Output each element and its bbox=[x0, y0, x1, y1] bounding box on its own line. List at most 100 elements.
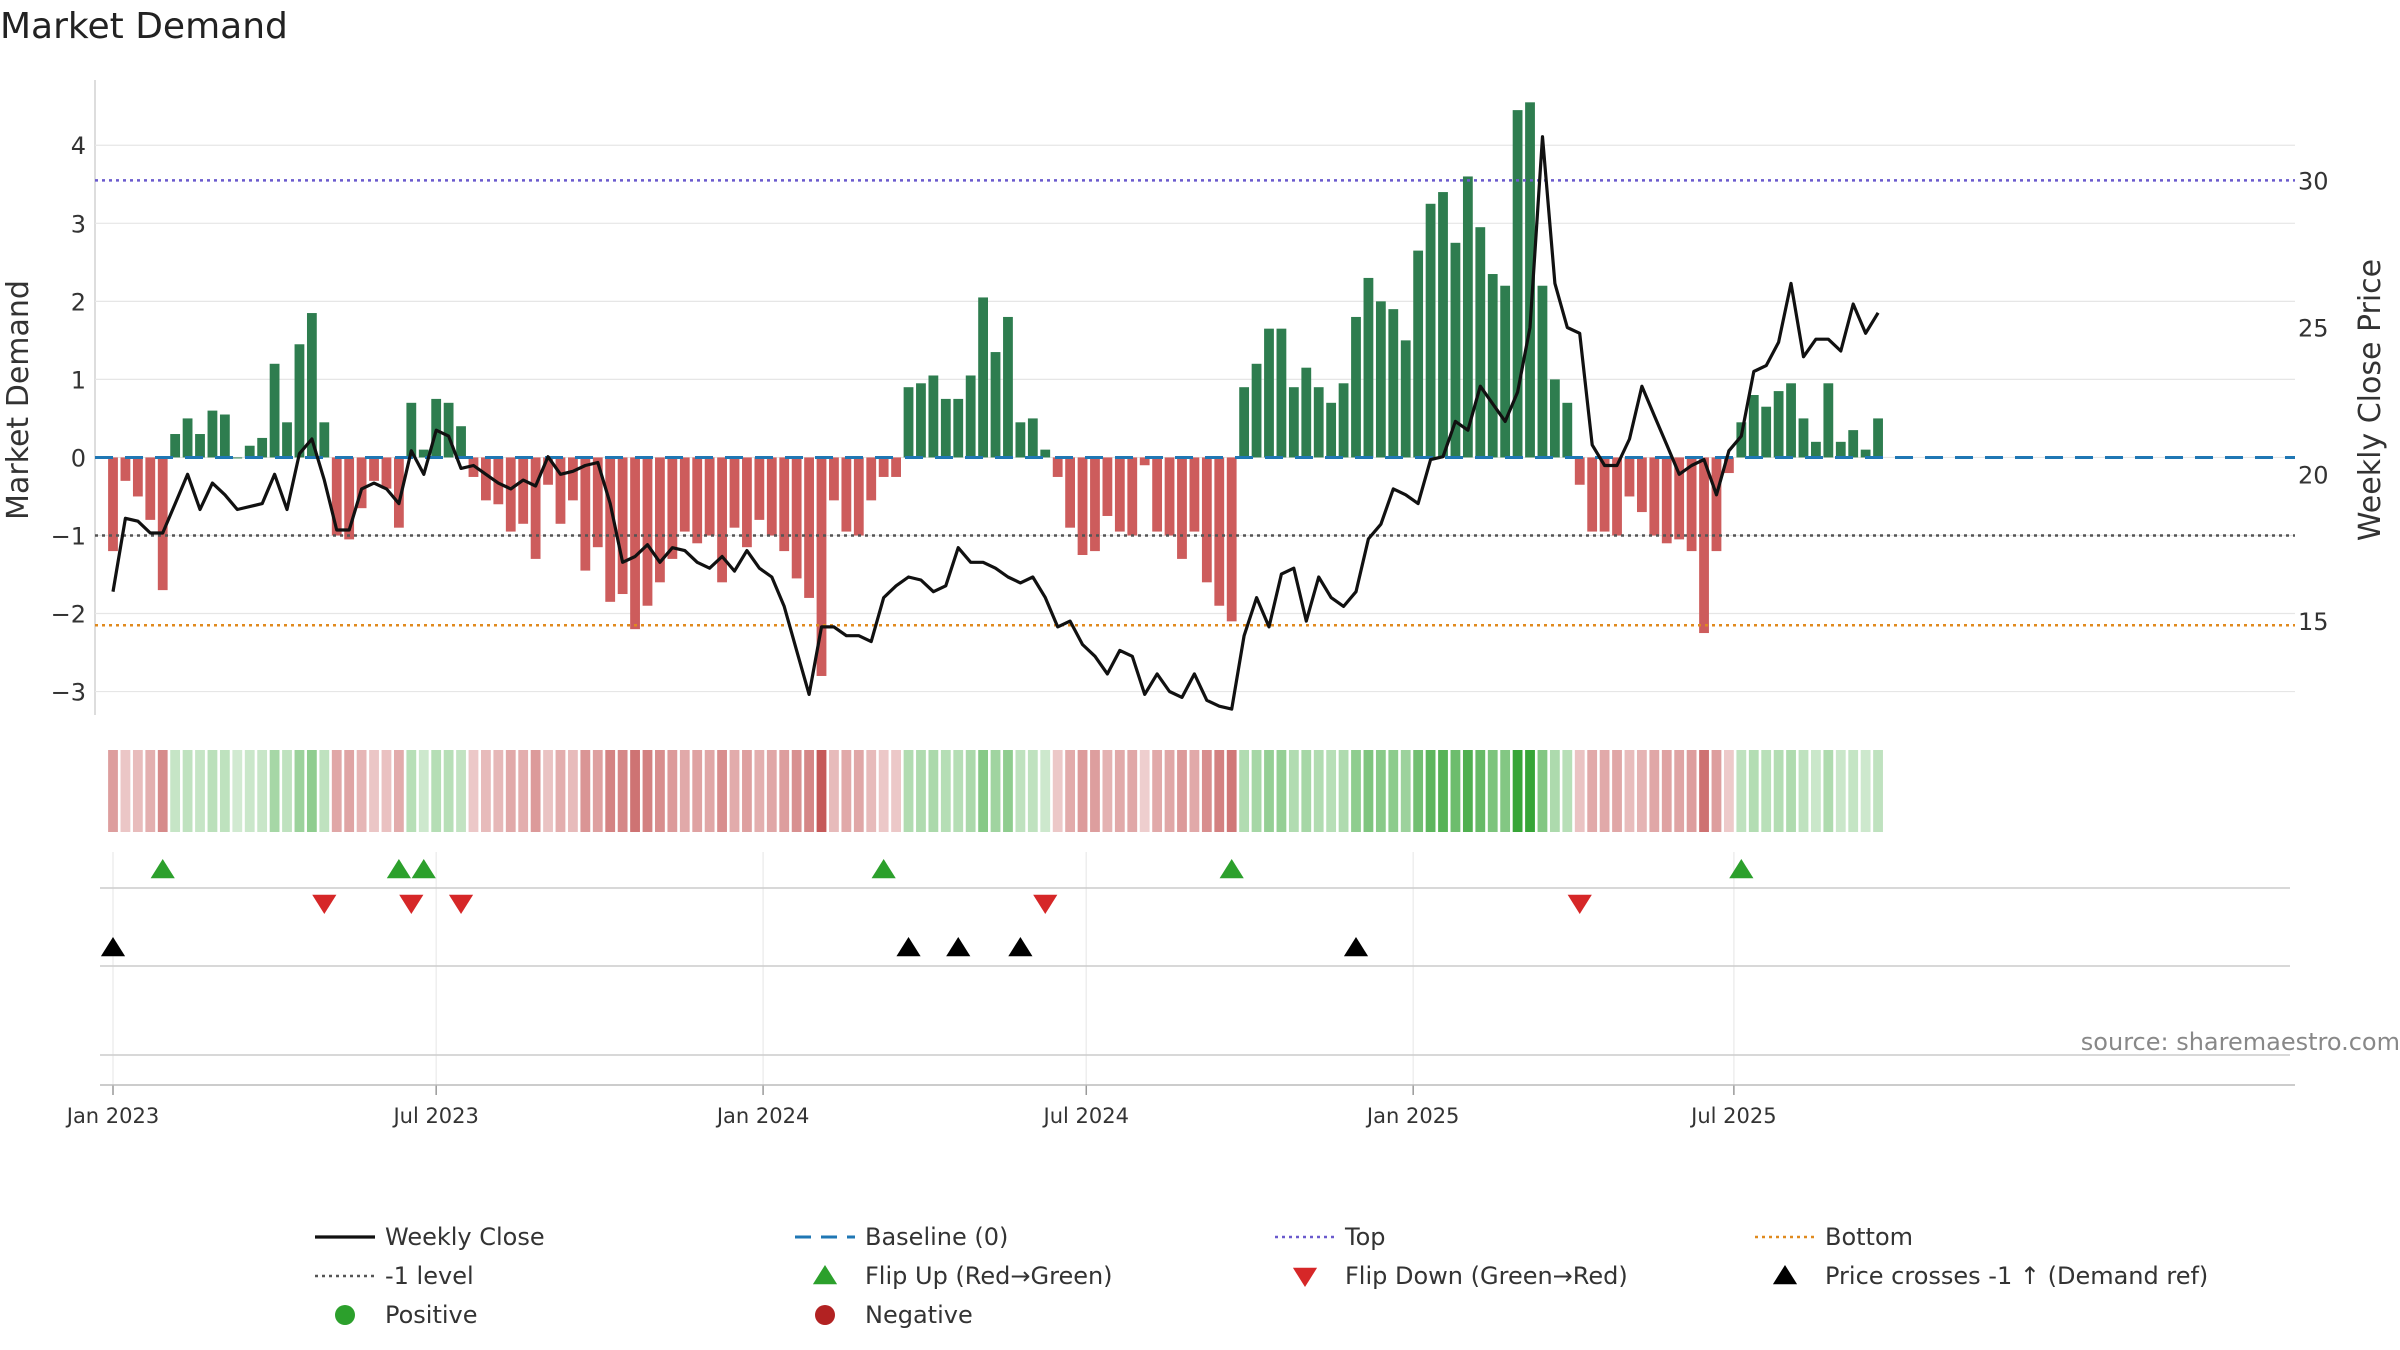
heat-cell bbox=[841, 750, 852, 832]
bar-negative bbox=[356, 457, 367, 509]
heat-cell bbox=[1674, 750, 1685, 832]
heat-cell bbox=[356, 750, 367, 832]
x-tick-label: Jan 2023 bbox=[65, 1104, 160, 1128]
heat-cell bbox=[543, 750, 553, 832]
heat-cell bbox=[1686, 750, 1697, 832]
heat-cell bbox=[928, 750, 939, 832]
bar-negative bbox=[1102, 457, 1113, 516]
heat-cell bbox=[829, 750, 839, 832]
bar-negative bbox=[1226, 457, 1237, 622]
heat-cell bbox=[1301, 750, 1312, 832]
bar-positive bbox=[1475, 227, 1486, 458]
heat-cell bbox=[331, 750, 342, 832]
bar-positive bbox=[182, 418, 193, 458]
bar-positive bbox=[232, 457, 243, 459]
bar-positive bbox=[953, 398, 964, 458]
price-cross-marker bbox=[1008, 937, 1033, 957]
heat-cell bbox=[766, 750, 777, 832]
x-tick-label: Jan 2024 bbox=[715, 1104, 810, 1128]
bar-negative bbox=[393, 457, 404, 528]
heat-cell bbox=[1239, 750, 1250, 832]
legend: Weekly Close Baseline (0) Top Bottom -1 leve… bbox=[315, 1223, 2208, 1329]
bar-positive bbox=[1400, 340, 1411, 458]
heat-cell bbox=[729, 750, 740, 832]
flip-down-marker bbox=[1033, 894, 1058, 914]
bar-positive bbox=[928, 375, 939, 458]
heat-cell bbox=[1164, 750, 1175, 832]
heat-cell bbox=[1388, 750, 1399, 832]
bar-positive bbox=[1375, 301, 1386, 458]
legend-label: Bottom bbox=[1825, 1223, 1913, 1251]
heat-cell bbox=[1027, 750, 1038, 832]
price-line-layer bbox=[111, 135, 1880, 711]
bar-negative bbox=[1724, 457, 1734, 474]
heat-cell bbox=[468, 750, 479, 832]
legend-swatch-circle bbox=[335, 1305, 355, 1325]
bar-negative bbox=[1065, 457, 1076, 528]
heat-cell bbox=[1201, 750, 1212, 832]
heat-cell bbox=[182, 750, 193, 832]
bar-negative bbox=[679, 457, 690, 532]
x-tick-label: Jan 2025 bbox=[1365, 1104, 1460, 1128]
legend-label: -1 level bbox=[385, 1262, 474, 1290]
heat-cell bbox=[1811, 750, 1821, 832]
heat-cell bbox=[1462, 750, 1473, 832]
bar-positive bbox=[418, 449, 429, 458]
bar-positive bbox=[1301, 367, 1312, 458]
bar-positive bbox=[1003, 316, 1013, 458]
price-cross-marker bbox=[1343, 937, 1369, 957]
heat-cell bbox=[692, 750, 703, 832]
bar-negative bbox=[1214, 457, 1225, 606]
heat-cell bbox=[282, 750, 292, 832]
heat-cell bbox=[1127, 750, 1138, 832]
bar-negative bbox=[145, 457, 156, 520]
heat-cell bbox=[1226, 750, 1237, 832]
bar-positive bbox=[1438, 192, 1448, 458]
bar-negative bbox=[816, 457, 827, 676]
bar-negative bbox=[369, 457, 379, 481]
bar-positive bbox=[1786, 383, 1796, 458]
heat-cell bbox=[1313, 750, 1324, 832]
bar-positive bbox=[1811, 441, 1821, 458]
flip-up-marker bbox=[1729, 859, 1754, 879]
flip-up-marker bbox=[386, 859, 411, 879]
heat-cell bbox=[219, 750, 230, 832]
heat-cell bbox=[1487, 750, 1498, 832]
heat-cell bbox=[1264, 750, 1274, 832]
heat-cell bbox=[257, 750, 268, 832]
bar-positive bbox=[1487, 274, 1498, 458]
bar-negative bbox=[853, 457, 864, 536]
heat-cell bbox=[1251, 750, 1262, 832]
heat-cell bbox=[1661, 750, 1672, 832]
heat-cell bbox=[1214, 750, 1225, 832]
bar-negative bbox=[630, 457, 640, 630]
heat-cell bbox=[1077, 750, 1088, 832]
heat-cell bbox=[1537, 750, 1548, 832]
heat-cell bbox=[170, 750, 181, 832]
y-tick-label-right: 15 bbox=[2298, 608, 2329, 636]
heat-cell bbox=[443, 750, 454, 832]
bar-negative bbox=[132, 457, 143, 497]
bar-positive bbox=[1313, 387, 1324, 458]
bar-negative bbox=[605, 457, 616, 602]
heat-cell bbox=[779, 750, 790, 832]
legend-item: -1 level bbox=[315, 1262, 474, 1290]
bar-negative bbox=[866, 457, 877, 501]
legend-swatch-triangle-up bbox=[812, 1265, 838, 1285]
bar-negative bbox=[1599, 457, 1610, 532]
heat-cell bbox=[406, 750, 417, 832]
heat-cell bbox=[1040, 750, 1051, 832]
heat-cell bbox=[866, 750, 877, 832]
bar-negative bbox=[667, 457, 678, 559]
bar-positive bbox=[306, 313, 317, 458]
x-tick-label: Jul 2025 bbox=[1689, 1104, 1776, 1128]
bar-negative bbox=[1152, 457, 1163, 532]
price-cross-marker bbox=[946, 937, 971, 957]
heat-cell bbox=[679, 750, 690, 832]
heat-cell bbox=[1798, 750, 1809, 832]
heat-cell bbox=[754, 750, 765, 832]
bar-positive bbox=[1251, 363, 1262, 458]
heat-cell bbox=[1724, 750, 1734, 832]
legend-item: Top bbox=[1275, 1223, 1386, 1251]
